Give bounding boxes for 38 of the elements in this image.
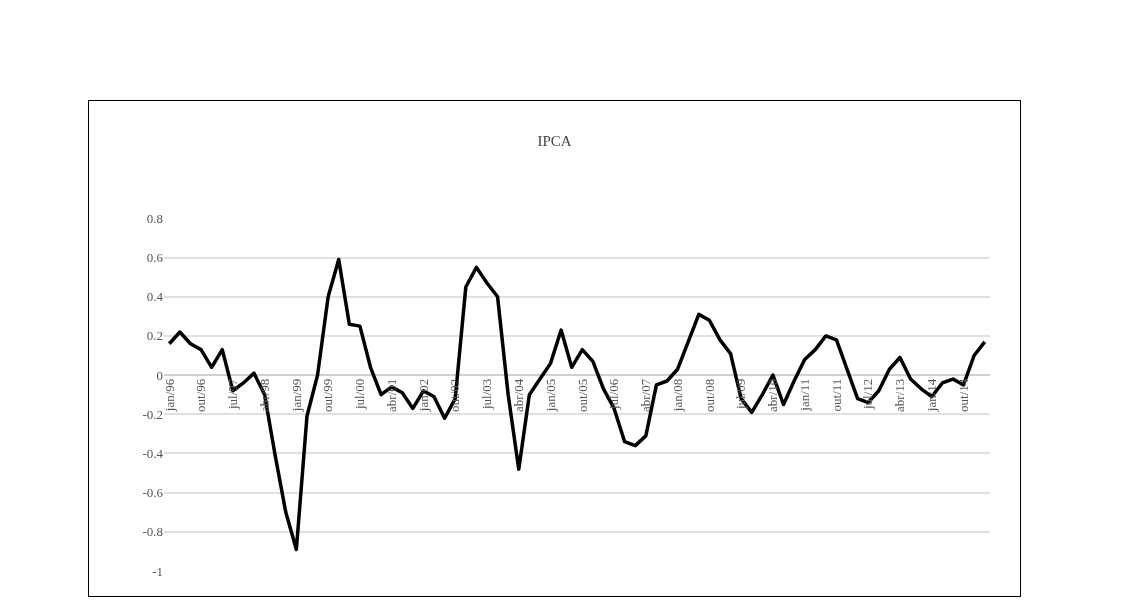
x-tick-label: jan/14 (923, 378, 939, 413)
x-tick-label: abr/98 (256, 378, 272, 412)
x-tick-label: out/05 (574, 378, 590, 412)
x-tick-label: jul/09 (733, 378, 749, 411)
x-tick-label: out/99 (320, 378, 336, 412)
x-tick-label: jul/06 (606, 378, 622, 411)
line-series (167, 257, 987, 552)
x-tick-label: out/02 (447, 378, 463, 412)
y-tick-label: 0 (156, 367, 163, 383)
y-tick-label: -0.6 (142, 485, 164, 501)
x-tick-label: abr/01 (383, 378, 399, 412)
y-tick-label: -0.2 (142, 406, 163, 422)
x-tick-label: jan/99 (288, 378, 304, 413)
y-tick-label: -1 (152, 563, 163, 579)
x-tick-label: out/11 (828, 378, 844, 412)
y-tick-label: -0.8 (142, 524, 163, 540)
x-tick-label: jul/00 (352, 378, 368, 411)
x-tick-label: out/14 (955, 378, 971, 412)
y-tick-label: 0.2 (146, 328, 163, 344)
x-tick-label: jan/02 (415, 378, 431, 413)
x-tick-label: jan/05 (542, 378, 558, 413)
x-tick-label: abr/13 (892, 378, 908, 412)
y-tick-label: 0.8 (146, 210, 163, 226)
x-tick-label: out/96 (193, 378, 209, 412)
x-tick-label: abr/07 (638, 378, 654, 412)
x-tick-label: jul/03 (479, 378, 495, 411)
x-tick-label: jul/12 (860, 378, 876, 411)
x-tick-label: abr/04 (510, 378, 526, 412)
chart-title: IPCA (537, 133, 572, 150)
y-tick-label: 0.4 (146, 289, 164, 305)
x-tick-label: jan/08 (669, 378, 685, 413)
x-tick-label: jul/97 (225, 378, 241, 411)
x-tick-label: abr/10 (765, 378, 781, 412)
y-tick-label: -0.4 (142, 446, 164, 462)
x-tick-label: jan/11 (796, 378, 812, 412)
x-tick-label: jan/96 (161, 378, 177, 413)
y-tick-label: 0.6 (146, 250, 164, 266)
x-tick-label: out/08 (701, 378, 717, 412)
